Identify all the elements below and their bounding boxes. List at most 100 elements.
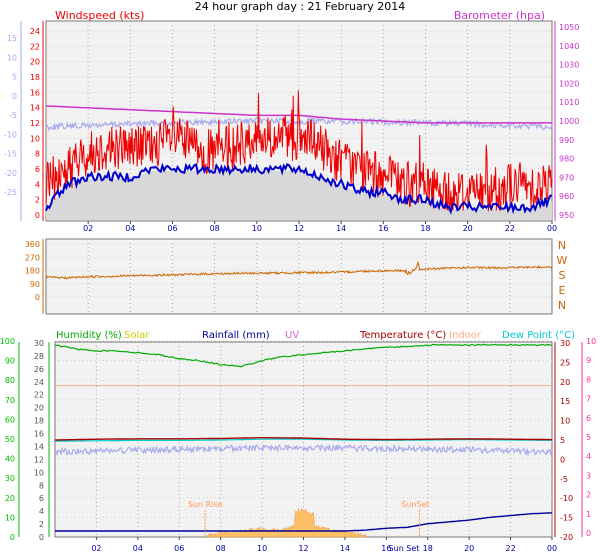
x-tick-label: 10 (257, 544, 267, 553)
x-tick-label: 00 (547, 544, 557, 553)
x-tick-label: 22 (505, 224, 515, 233)
uv-tick-label: 10 (586, 337, 596, 346)
uv-tick-label: 7 (586, 395, 591, 404)
uv-tick-label: 3 (586, 471, 591, 480)
temperature-tick-label: 25 (560, 358, 570, 367)
left-tick-label: 4 (35, 180, 40, 189)
temperature-line (55, 437, 552, 441)
humidity-tick-label: 20 (5, 494, 15, 503)
pressure-trace (54, 443, 553, 457)
sunset-label: SunSet (401, 500, 429, 509)
humidity-tick-label: 60 (5, 415, 15, 424)
outer-tick-label: 0 (12, 92, 17, 101)
second-tick-label: 2 (39, 520, 44, 529)
compass-label: S (559, 269, 566, 282)
wind-panel: Windspeed (kts) Barometer (hpa) 02468101… (4, 9, 579, 233)
temperature-tick-label: 20 (560, 378, 570, 387)
temp-panel: Humidity (%) Solar Rainfall (mm) UV Temperat… (0, 330, 596, 553)
direction-tick-label: 360 (25, 240, 40, 249)
left-tick-label: 12 (30, 119, 40, 128)
legend-item: UV (285, 330, 299, 341)
humidity-axis-ticks: 0 10 20 30 40 50 60 70 80 90 100 (0, 337, 20, 542)
x-tick-label: 18 (420, 224, 430, 233)
left-tick-label: 24 (30, 27, 40, 36)
temperature-tick-label: -5 (560, 475, 568, 484)
x-tick-label: 02 (91, 544, 101, 553)
legend-item: Humidity (%) (56, 330, 122, 341)
outer-tick-label: -15 (4, 150, 17, 159)
second-tick-label: 16 (34, 430, 44, 439)
right-tick-label: 1010 (559, 98, 579, 107)
compass-label: W (557, 254, 568, 267)
second-tick-label: 24 (34, 378, 44, 387)
compass-label: N (558, 299, 566, 312)
temperature-tick-label: -20 (560, 533, 573, 542)
x-tick-label: 00 (547, 224, 557, 233)
temperature-tick-label: 30 (560, 339, 570, 348)
x-tick-label: 04 (125, 224, 135, 233)
right-tick-label: 960 (559, 192, 574, 201)
left-tick-label: 10 (30, 134, 40, 143)
x-tick-label: 14 (340, 544, 350, 553)
x-tick-label: 14 (336, 224, 346, 233)
left-tick-label: 14 (30, 104, 40, 113)
wind-x-ticks: 02 04 06 08 10 12 14 16 18 20 22 00 (83, 221, 557, 233)
x-tick-label: 20 (463, 224, 473, 233)
uv-tick-label: 8 (586, 375, 591, 384)
second-tick-label: 20 (34, 404, 44, 413)
left-tick-label: 6 (35, 165, 40, 174)
temperature-tick-label: -10 (560, 494, 573, 503)
sun-annotations: Sun Rise SunSet Sun Set (188, 500, 430, 553)
legend-item: Indoor (449, 330, 482, 341)
uv-tick-label: 2 (586, 491, 591, 500)
left-tick-label: 16 (30, 88, 40, 97)
x-tick-label: 18 (423, 544, 433, 553)
temperature-tick-label: 0 (560, 455, 565, 464)
sunrise-label: Sun Rise (188, 500, 223, 509)
humidity-tick-label: 80 (5, 376, 15, 385)
outer-tick-label: 10 (7, 53, 17, 62)
uv-tick-label: 1 (586, 510, 591, 519)
wind-series (45, 90, 553, 220)
temperature-tick-label: -15 (560, 514, 573, 523)
legend-item: Dew Point (°C) (502, 330, 575, 341)
humidity-tick-label: 50 (5, 435, 15, 444)
humidity-tick-label: 100 (0, 337, 15, 346)
wind-shade-area (46, 171, 552, 220)
second-tick-label: 22 (34, 391, 44, 400)
uv-tick-label: 5 (586, 433, 591, 442)
left-tick-label: 2 (35, 196, 40, 205)
humidity-tick-label: 70 (5, 396, 15, 405)
right-tick-label: 1020 (559, 79, 579, 88)
humidity-tick-label: 90 (5, 357, 15, 366)
outer-tick-label: -5 (9, 111, 17, 120)
right-tick-label: 980 (559, 155, 574, 164)
left-tick-label: 20 (30, 58, 40, 67)
temp-series (54, 343, 553, 538)
direction-tick-label: 270 (25, 253, 40, 262)
wind-outer-ticks: 15 10 5 0 -5 -10 -15 -20 -25 (4, 21, 22, 221)
right-tick-label: 970 (559, 173, 574, 182)
outer-tick-label: -25 (4, 188, 17, 197)
wind-right-ticks: 950 960 970 980 990 1000 1010 1020 1030 1040 1050 (554, 21, 579, 221)
second-tick-label: 30 (34, 339, 44, 348)
dewpoint-line (54, 438, 552, 442)
wind-left-axis-label: Windspeed (kts) (55, 9, 144, 22)
outer-tick-label: -10 (4, 130, 17, 139)
temperature-tick-label: 10 (560, 417, 570, 426)
direction-series (45, 260, 553, 280)
second-tick-label: 14 (34, 442, 44, 451)
right-tick-label: 990 (559, 136, 574, 145)
temp-x-ticks: 02 04 06 08 10 12 14 16 18 20 22 00 (91, 537, 557, 553)
uv-tick-label: 6 (586, 414, 591, 423)
temp-grid (55, 340, 552, 537)
legend-item: Solar (124, 330, 150, 341)
x-tick-label: 12 (294, 224, 304, 233)
second-tick-label: 6 (39, 494, 44, 503)
right-tick-label: 1050 (559, 23, 579, 32)
temperature-axis-ticks: -20 -15 -10 -5 0 5 10 15 20 25 30 (554, 339, 573, 542)
second-tick-label: 18 (34, 417, 44, 426)
